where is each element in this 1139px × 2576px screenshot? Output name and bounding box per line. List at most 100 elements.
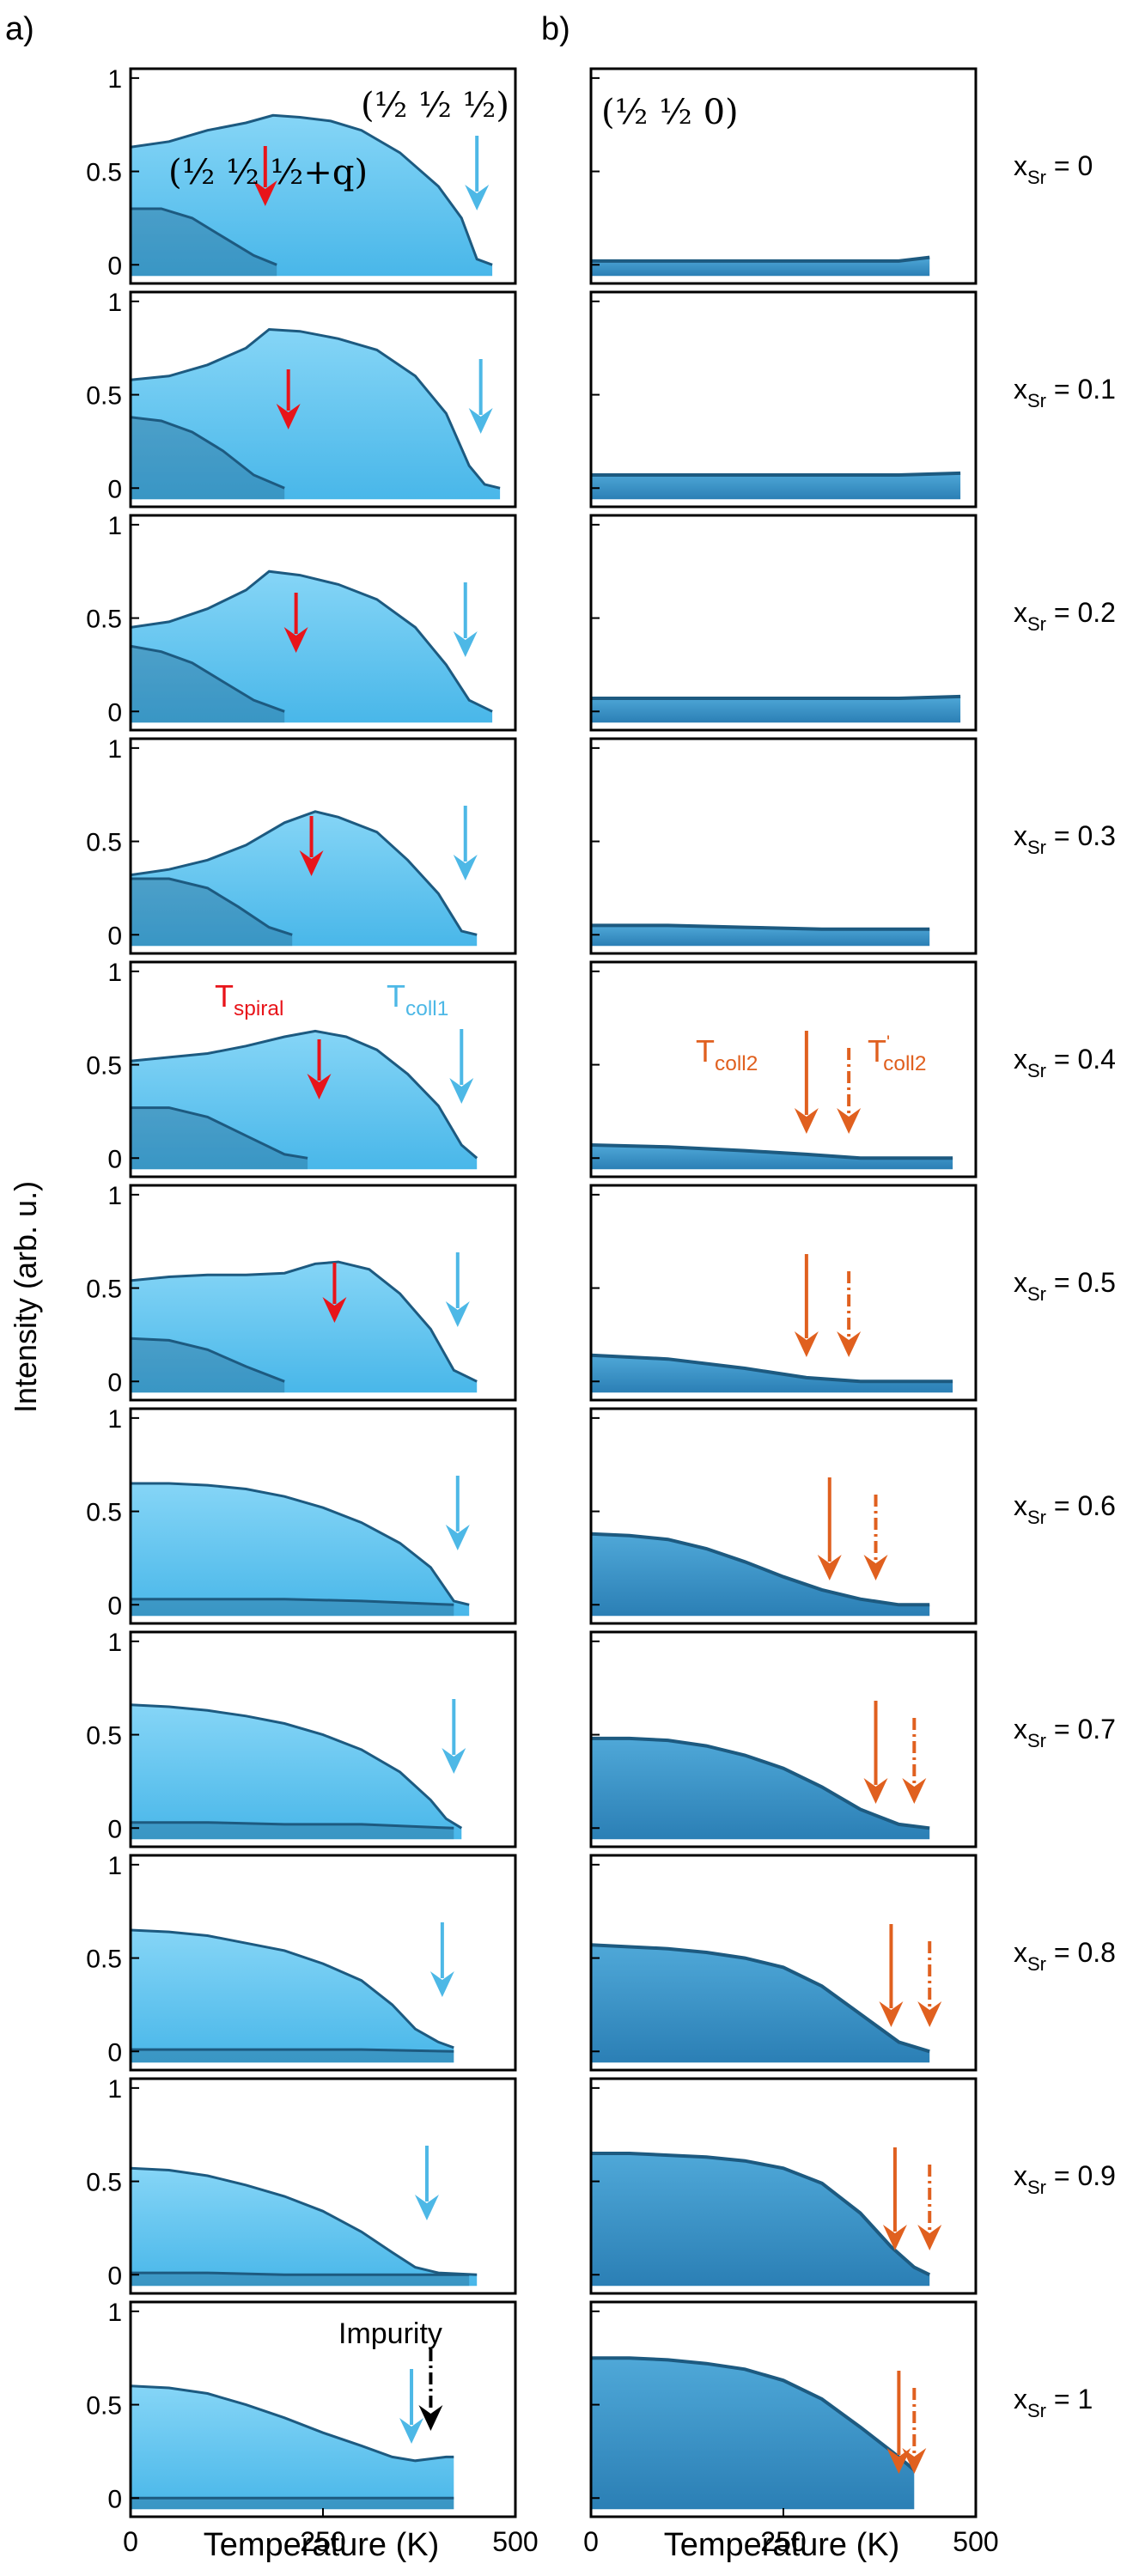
area-main-a <box>131 2168 478 2287</box>
arrow-t-coll2-head <box>882 2225 907 2250</box>
frame-b <box>589 1854 978 2072</box>
composition-label: xSr = 0.6 <box>1014 1490 1116 1528</box>
arrow-t-spiral <box>276 369 301 429</box>
x-tick-label-b: 250 <box>760 2526 806 2557</box>
y-tick-label: 0 <box>107 922 122 950</box>
row-7: 0 0.5 1 xSr = 0.7 <box>86 1629 1116 1848</box>
y-tick-label: 0 <box>107 2038 122 2067</box>
y-tick-label: 1 <box>107 65 122 94</box>
y-tick-label: 0 <box>107 1592 122 1620</box>
y-tick-label: 0 <box>107 475 122 503</box>
area-main-a <box>131 1704 462 1840</box>
y-tick-label: 0.5 <box>86 1052 122 1081</box>
arrow-t-coll1 <box>399 2369 424 2444</box>
arrow-t-coll2-prime-head <box>917 2001 942 2027</box>
y-tick-label: 0.5 <box>86 606 122 634</box>
line-main-a <box>131 2384 454 2463</box>
area-b <box>591 1533 930 1617</box>
arrow-t-spiral-head <box>322 1297 347 1323</box>
line-b <box>591 1143 953 1160</box>
line-main-a <box>131 1260 478 1383</box>
x-tick-label-a: 0 <box>123 2526 138 2557</box>
composition-label: xSr = 0.4 <box>1014 1044 1116 1081</box>
arrow-t-coll1 <box>465 136 490 210</box>
frame-b <box>589 514 978 732</box>
arrow-t-coll2 <box>817 1477 842 1580</box>
line-b <box>591 1943 930 2054</box>
plot-a-5 <box>131 1260 478 1393</box>
row-0: 0 0.5 1 xSr = 0 <box>86 65 1093 285</box>
area-b <box>591 696 961 723</box>
arrow-t-coll1 <box>449 1029 474 1104</box>
line-main-a <box>131 327 501 490</box>
arrow-t-coll2 <box>886 2371 911 2474</box>
plot-a-7 <box>131 1703 463 1840</box>
row-5: 0 0.5 1 xSr = 0.5 <box>86 1182 1116 1402</box>
area-main-a <box>131 1031 478 1170</box>
arrow-t-coll2-prime-head <box>902 2448 927 2474</box>
y-tick-label: 0.5 <box>86 2169 122 2197</box>
line-low-a <box>131 416 285 490</box>
y-tick-label: 1 <box>107 2299 122 2327</box>
arrow-t-coll2-head <box>794 1108 819 1134</box>
row-8: 0 0.5 1 xSr = 0.8 <box>86 1852 1116 2072</box>
label-t-spiral: Tspiral <box>215 978 283 1020</box>
frame-a <box>129 290 517 509</box>
plot-a-4 <box>131 1029 478 1170</box>
y-axis-label: Intensity (arb. u.) <box>8 1181 43 1413</box>
frame-a <box>129 1407 517 1625</box>
y-tick-label: 0.5 <box>86 1722 122 1751</box>
arrow-t-coll2 <box>882 2147 907 2250</box>
y-tick-label: 1 <box>107 512 122 540</box>
plot-b-5 <box>591 1353 953 1393</box>
arrow-t-coll1 <box>445 1476 470 1550</box>
row-10: 0 0.5 1 0 250 500 0 250 500 xSr = 1 <box>86 2299 1093 2557</box>
area-low-a <box>131 646 285 723</box>
label-t-coll1: Tcoll1 <box>387 978 448 1020</box>
arrow-t-coll1 <box>453 806 478 880</box>
y-tick-label: 0.5 <box>86 1499 122 1527</box>
line-main-a <box>131 1029 478 1160</box>
area-low-a <box>131 2049 454 2063</box>
arrow-t-coll1-head <box>429 1971 454 1997</box>
frame-b <box>589 1407 978 1625</box>
plot-a-0 <box>131 113 493 277</box>
arrow-t-coll2-prime-head <box>902 1778 927 1804</box>
arrow-t-coll1-head <box>445 1525 470 1550</box>
line-low-a <box>131 877 293 936</box>
y-tick-label: 1 <box>107 1182 122 1210</box>
arrow-t-coll1-head <box>453 631 478 657</box>
plot-b-2 <box>591 694 961 723</box>
y-tick-label: 0 <box>107 1368 122 1397</box>
plot-b-4 <box>591 1143 953 1170</box>
y-tick-label: 0 <box>107 698 122 727</box>
label-t-coll2: Tcoll2 <box>696 1033 758 1075</box>
arrow-t-coll2-prime <box>917 2165 942 2250</box>
line-main-a <box>131 810 478 936</box>
plot-b-10 <box>591 2356 916 2510</box>
line-main-a <box>131 569 493 713</box>
arrow-t-coll2 <box>794 1254 819 1357</box>
line-low-a <box>131 207 277 266</box>
frame-a <box>129 2077 517 2295</box>
x-axis-label-b: Temperature (K) <box>664 2527 900 2563</box>
arrow-t-coll1 <box>429 1922 454 1997</box>
row-6: 0 0.5 1 xSr = 0.6 <box>86 1405 1116 1625</box>
area-main-a <box>131 2385 454 2510</box>
area-b <box>591 2153 930 2287</box>
frame-a <box>129 67 517 285</box>
plot-a-3 <box>131 810 478 947</box>
frame-b <box>589 2077 978 2295</box>
arrow-t-coll2-prime <box>902 2388 927 2474</box>
row-9: 0 0.5 1 xSr = 0.9 <box>86 2075 1116 2295</box>
y-tick-label: 0.5 <box>86 1946 122 1974</box>
composition-label: xSr = 0.8 <box>1014 1937 1116 1975</box>
plot-a-9 <box>131 2166 478 2287</box>
area-main-a <box>131 1262 478 1393</box>
arrow-t-spiral-head <box>276 404 301 429</box>
arrow-t-coll1-head <box>465 185 490 210</box>
line-b <box>591 923 930 931</box>
frame-b <box>589 960 978 1178</box>
label-t-coll2-prime: T' coll2 <box>868 1031 926 1075</box>
